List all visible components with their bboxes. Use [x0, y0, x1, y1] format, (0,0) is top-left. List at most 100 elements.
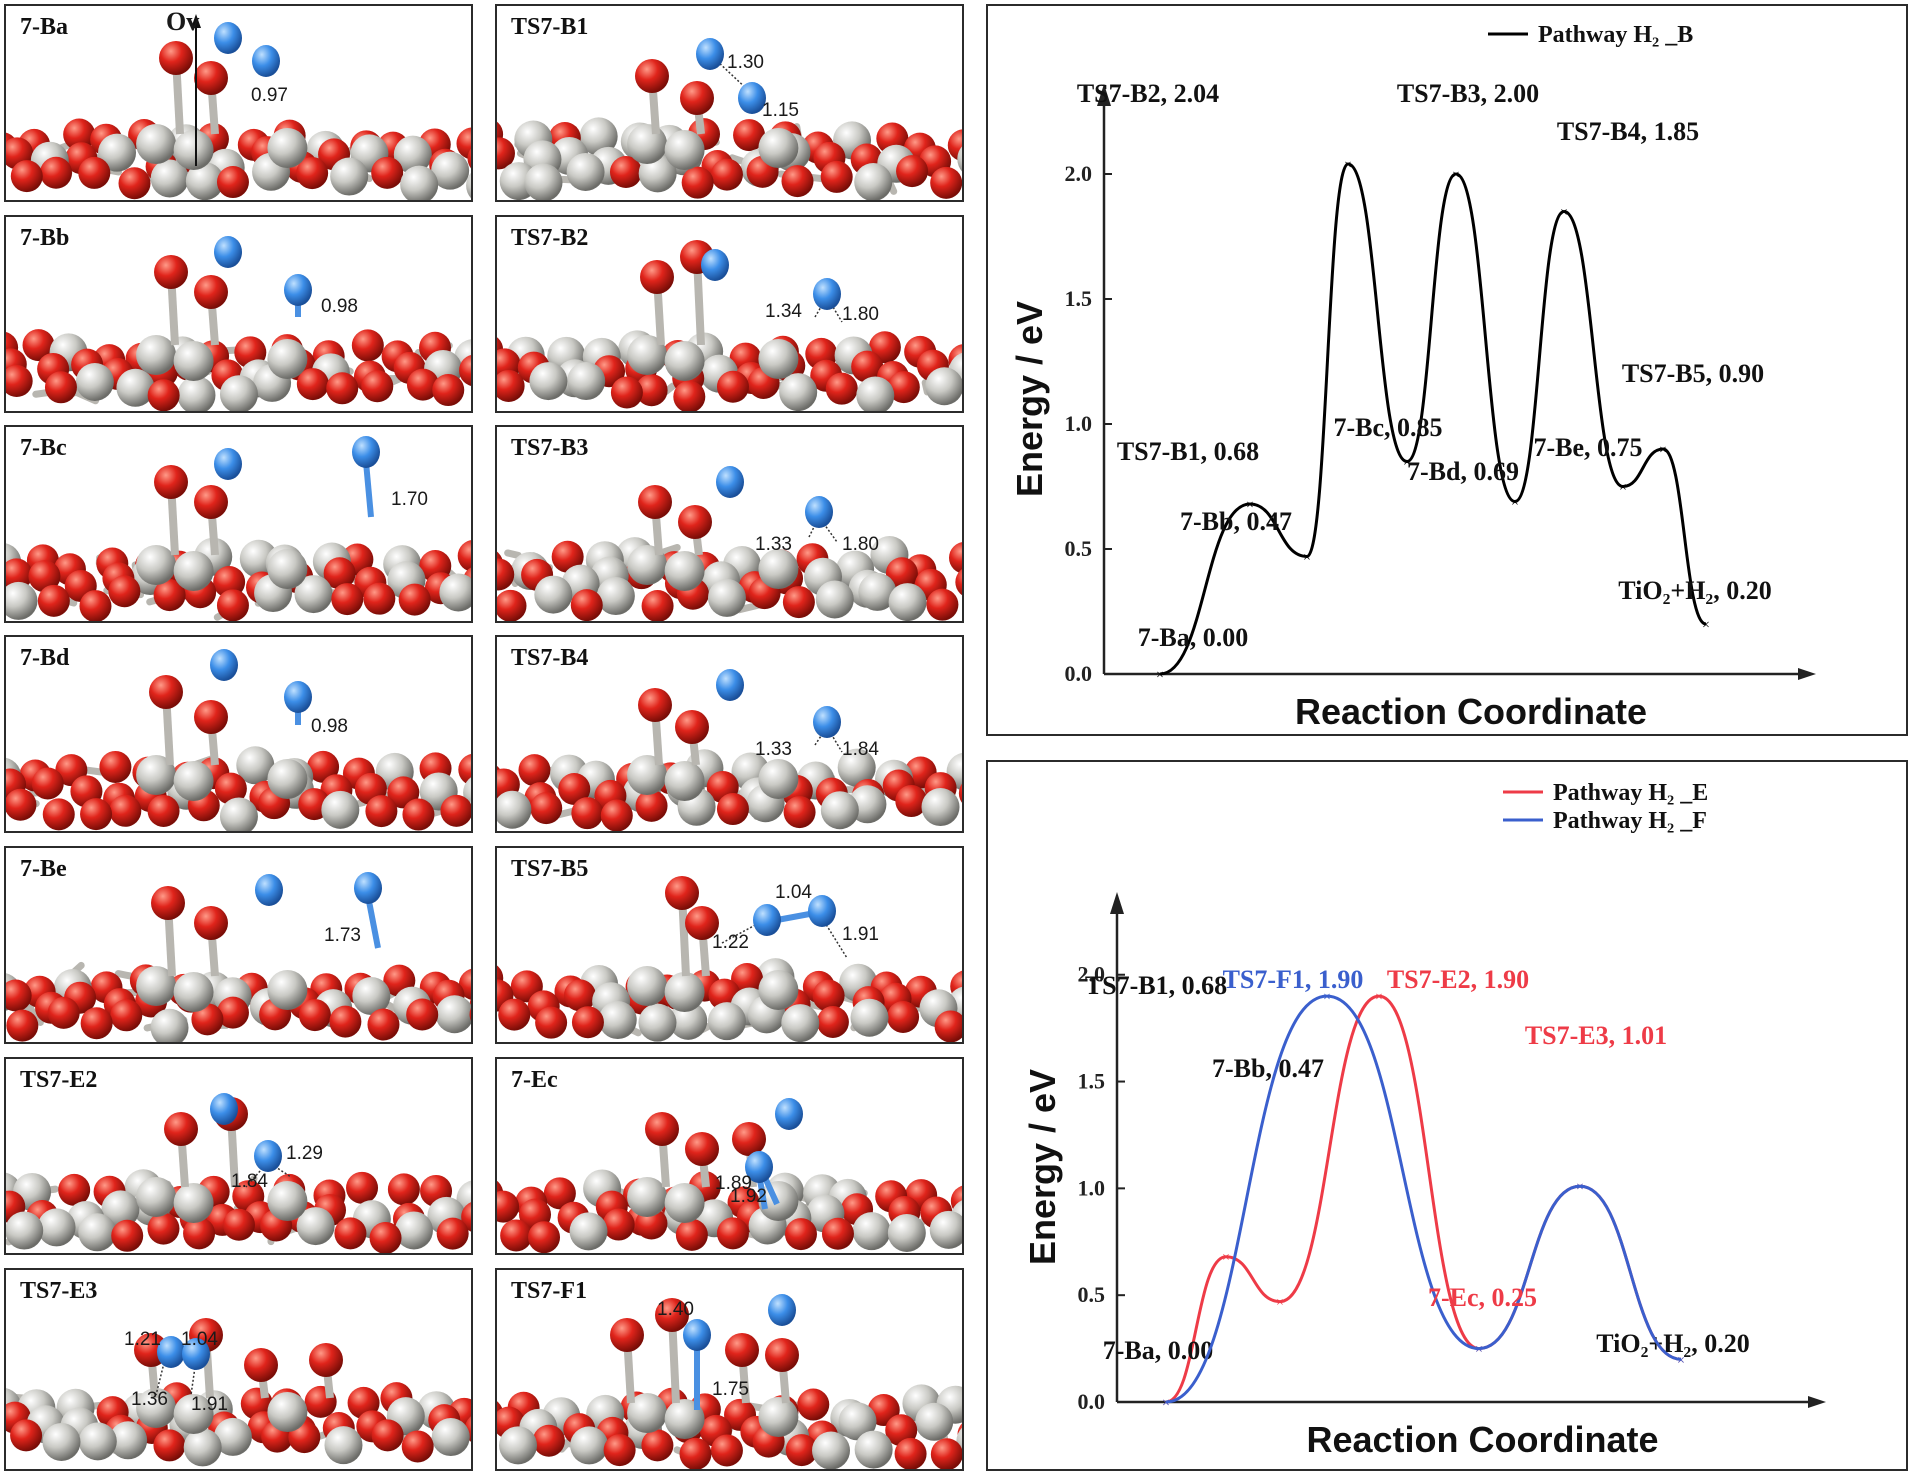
oxygen-atom — [675, 710, 709, 744]
titanium-atom — [173, 130, 214, 170]
bond-length-label: 1.89 — [715, 1173, 752, 1194]
data-label: 7-Ec, 0.25 — [1428, 1283, 1537, 1312]
titanium-atom — [758, 339, 799, 379]
hydrogen-atom — [182, 1338, 210, 1370]
titanium-atom — [6, 1211, 44, 1250]
data-label: 7-Ba, 0.00 — [1138, 623, 1249, 652]
hydrogen-atom — [768, 1294, 796, 1326]
titanium-atom — [173, 551, 214, 591]
oxygen-atom — [147, 1212, 180, 1245]
structure-label: 7-Be — [20, 856, 67, 882]
structure-label: TS7-B5 — [511, 856, 589, 882]
hydrogen-atom — [813, 706, 841, 738]
bond-length-label: 0.98 — [311, 716, 348, 737]
y-axis-label: Energy / eV — [1022, 1069, 1063, 1265]
oxygen-atom — [497, 1190, 520, 1223]
titanium-atom — [136, 124, 177, 164]
titanium-atom — [267, 970, 308, 1010]
structure-label: TS7-E2 — [20, 1067, 98, 1093]
data-point-marker: × — [1677, 1353, 1685, 1368]
oxygen-atom — [812, 979, 845, 1012]
data-point-marker: × — [1403, 456, 1411, 471]
hydrogen-atom — [354, 872, 382, 904]
titanium-atom — [887, 1213, 926, 1252]
structure-panel: TS7-B2 1.34 1.80 — [495, 215, 964, 413]
oxygen-atom — [214, 772, 247, 805]
y-tick-label: 1.0 — [1078, 1175, 1106, 1200]
oxygen-atom — [679, 1437, 712, 1469]
titanium-atom — [136, 966, 177, 1006]
data-label: TS7-E3, 1.01 — [1525, 1021, 1667, 1050]
y-axis-arrow-icon — [1110, 892, 1124, 914]
energy-profile-pathway-e-f: 0.0 0.5 1.0 1.5 2.0 Reaction Coordinate Energy… — [986, 760, 1908, 1471]
oxygen-atom — [685, 1132, 719, 1166]
hydrogen-atom — [284, 274, 312, 306]
oxygen-atom — [326, 372, 359, 405]
hydrogen-atom — [745, 1151, 773, 1183]
oxygen-atom — [307, 750, 340, 783]
titanium-atom — [596, 577, 635, 616]
oxygen-atom — [216, 589, 249, 621]
bond-length-label: 1.80 — [842, 304, 879, 325]
oxygen-atom — [731, 962, 764, 995]
oxygen-atom — [955, 569, 962, 596]
oxygen-atom — [934, 1010, 962, 1042]
structure-panel: TS7-B3 1.33 1.80 — [495, 425, 964, 623]
titanium-atom — [439, 573, 471, 612]
vacancy-label: Ov — [166, 7, 199, 36]
titanium-atom — [815, 580, 854, 619]
y-tick-label: 0.0 — [1078, 1389, 1106, 1414]
data-point-marker: × — [1576, 1180, 1584, 1195]
bond — [504, 549, 522, 559]
titanium-atom — [324, 1426, 363, 1465]
structure-render: 1.33 1.84 — [497, 669, 962, 831]
titanium-atom — [75, 362, 114, 401]
oxygen-atom — [296, 157, 329, 190]
oxygen-atom — [851, 350, 884, 383]
titanium-atom — [173, 972, 214, 1012]
oxygen-atom — [164, 1112, 198, 1146]
oxygen-atom — [600, 799, 633, 831]
x-axis-label: Reaction Coordinate — [1306, 1419, 1658, 1460]
bond-length-label: 1.15 — [762, 100, 799, 121]
data-point-marker: × — [1619, 481, 1627, 496]
data-label: TiO₂+H₂, 0.20 — [1596, 1329, 1749, 1358]
titanium-atom — [136, 1388, 177, 1428]
titanium-atom — [664, 130, 705, 170]
titanium-atom — [758, 128, 799, 168]
oxygen-atom — [716, 370, 749, 403]
oxygen-atom — [716, 793, 749, 826]
y-tick-label: 1.5 — [1078, 1069, 1106, 1094]
titanium-atom — [664, 551, 705, 591]
titanium-atom — [579, 117, 618, 156]
oxygen-atom — [371, 156, 404, 189]
titanium-atom — [294, 575, 333, 614]
oxygen-atom — [149, 675, 183, 709]
titanium-atom — [627, 1393, 668, 1433]
oxygen-atom — [665, 876, 699, 910]
oxygen-atom — [563, 979, 596, 1012]
bond-length-label: 1.91 — [191, 1394, 228, 1415]
titanium-atom — [858, 572, 897, 611]
legend-entry: Pathway H₂ _B — [1538, 22, 1693, 48]
oxygen-atom — [930, 166, 962, 199]
oxygen-atom — [99, 750, 132, 783]
oxygen-atom — [47, 996, 80, 1029]
hydrogen-atom — [214, 236, 242, 268]
oxygen-atom — [609, 156, 642, 189]
oxygen-atom — [402, 798, 435, 831]
data-label: TS7-B1, 0.68 — [1117, 437, 1259, 466]
titanium-atom — [219, 375, 258, 411]
hydrogen-atom — [738, 82, 766, 114]
oxygen-atom — [641, 1429, 674, 1462]
data-point-marker: × — [1162, 1396, 1170, 1411]
oxygen-atom — [958, 783, 962, 803]
titanium-atom — [627, 124, 668, 164]
titanium-atom — [173, 1394, 214, 1434]
titanium-atom — [758, 759, 799, 799]
oxygen-atom — [367, 1008, 400, 1041]
oxygen-atom — [543, 1177, 576, 1210]
oxygen-atom — [610, 376, 643, 409]
titanium-atom — [101, 1190, 140, 1229]
titanium-atom — [183, 1428, 222, 1467]
